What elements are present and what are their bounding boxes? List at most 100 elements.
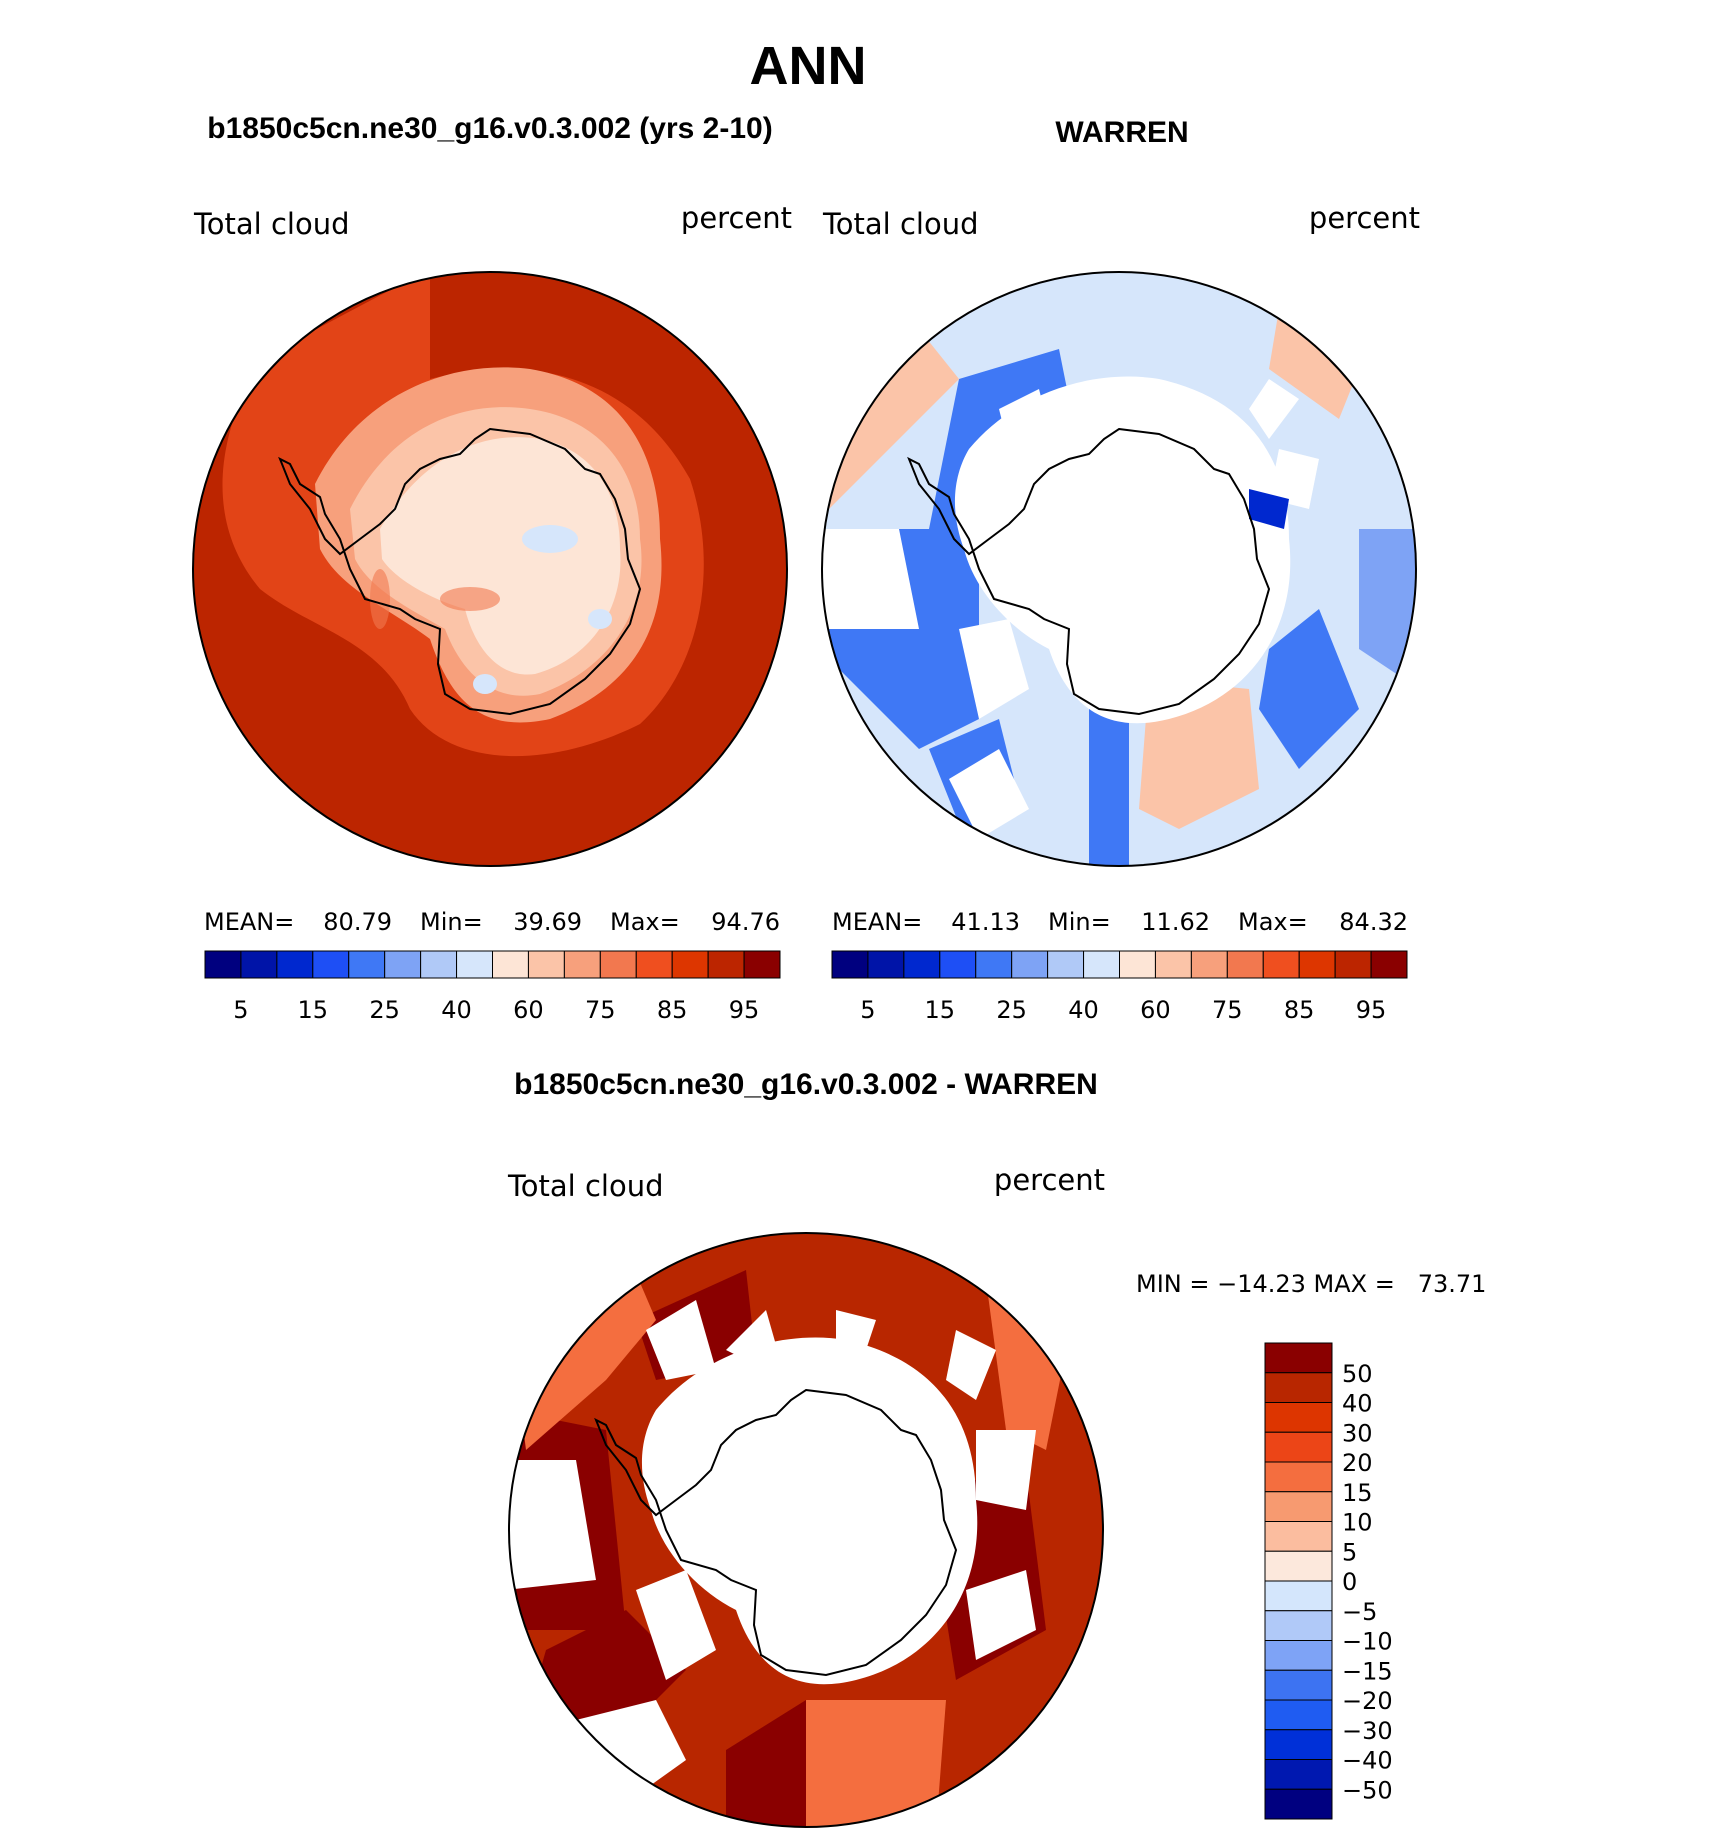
panel-diff-units-label: percent [994,1163,1105,1197]
panel-diff-colorbar-box [1264,1729,1333,1760]
panel-model-colorbar-box [635,950,673,979]
panel-diff-colorbar-box [1264,1431,1333,1463]
panel-obs-colorbar-box [1011,950,1049,979]
panel-model-colorbar-box [384,950,422,979]
panel-obs-map [822,272,1416,866]
panel-model-colorbar-box [204,950,242,979]
panel-diff-colorbar-tick-label: 10 [1342,1509,1373,1537]
panel-obs-colorbar-tick-label: 75 [1212,996,1243,1024]
panel-obs-colorbar-box [1154,950,1192,979]
panel-obs-colorbar-labels: 5 15 25 40 60 75 85 95 [860,996,1386,1024]
panel-model-colorbar-tick-label: 25 [369,996,400,1024]
panel-obs-mean-label: MEAN= [832,908,922,936]
panel-obs-min-value: 11.62 [1141,908,1210,936]
panel-model-colorbar-box [492,950,529,979]
panel-obs-colorbar-box [1047,950,1085,979]
panel-diff-colorbar-box [1264,1788,1333,1820]
panel-model-colorbar-box [276,950,314,979]
panel-diff-colorbar-box [1264,1610,1333,1641]
panel-diff-colorbar-tick-label: 5 [1342,1538,1357,1566]
panel-diff-colorbar-tick-label: −20 [1342,1687,1393,1715]
panel-obs-colorbar-tick-label: 85 [1284,996,1315,1024]
panel-diff-colorbar [1264,1342,1333,1820]
panel-model-colorbar-box [527,950,565,979]
panel-model-colorbar-box [312,950,350,979]
panel-obs-units-label: percent [1309,201,1420,235]
panel-diff-colorbar-tick-label: 15 [1342,1479,1373,1507]
panel-diff-colorbar-tick-label: −15 [1342,1657,1393,1685]
panel-model-colorbar-tick-label: 95 [729,996,760,1024]
panel-diff-colorbar-tick-label: 0 [1342,1568,1357,1596]
panel-diff-map [509,1233,1103,1827]
panel-model-max-label: Max= [610,908,680,936]
panel-diff-colorbar-tick-label: −10 [1342,1628,1393,1656]
panel-model-colorbar-box [743,950,781,979]
panel-model-colorbar-labels: 5 15 25 40 60 75 85 95 [233,996,759,1024]
panel-diff-colorbar-box [1264,1550,1333,1582]
panel-diff-colorbar-tick-label: 50 [1342,1360,1373,1388]
panel-obs-colorbar-box [1262,950,1300,979]
panel-diff-colorbar-box [1264,1759,1333,1790]
panel-obs-colorbar-box [1334,950,1372,979]
panel-model-colorbar [204,950,781,979]
panel-obs-colorbar-box [1226,950,1264,979]
panel-diff-title: b1850c5cn.ne30_g16.v0.3.002 - WARREN [514,1068,1098,1101]
panel-model-colorbar-box [563,950,601,979]
panel-obs-colorbar [831,950,1408,979]
panel-diff-colorbar-box [1264,1461,1333,1493]
panel-diff-colorbar-box [1264,1669,1333,1701]
panel-model-variable-label: Total cloud [193,207,349,241]
panel-diff-colorbar-box [1264,1342,1333,1374]
panel-obs-colorbar-tick-label: 25 [996,996,1027,1024]
panel-obs-colorbar-tick-label: 95 [1356,996,1387,1024]
panel-model: b1850c5cn.ne30_g16.v0.3.002 (yrs 2-10) T… [192,112,792,1024]
main-title: ANN [750,36,867,96]
panel-diff-colorbar-tick-label: −30 [1342,1717,1393,1745]
panel-obs-colorbar-box [1298,950,1336,979]
panel-model-map [193,272,787,866]
panel-model-colorbar-box [456,950,493,979]
panel-obs-mean-value: 41.13 [951,908,1020,936]
panel-obs-colorbar-box [903,950,941,979]
panel-model-colorbar-tick-label: 60 [513,996,544,1024]
panel-diff-minmax: MIN = −14.23 MAX = 73.71 [1136,1270,1486,1298]
panel-diff-colorbar-tick-label: 20 [1342,1449,1373,1477]
panel-obs-colorbar-tick-label: 60 [1140,996,1171,1024]
panel-model-colorbar-box [348,950,386,979]
panel-model-colorbar-box [240,950,278,979]
panel-obs-colorbar-tick-label: 5 [860,996,875,1024]
panel-obs-colorbar-box [867,950,905,979]
panel-diff-variable-label: Total cloud [507,1169,663,1203]
panel-model-min-value: 39.69 [513,908,582,936]
panel-obs-colorbar-box [1119,950,1156,979]
panel-model-mean-value: 80.79 [323,908,392,936]
panel-diff-colorbar-box [1264,1491,1333,1522]
panel-obs-colorbar-box [1370,950,1408,979]
panel-model-mean-label: MEAN= [204,908,294,936]
panel-obs-colorbar-box [975,950,1013,979]
panel-obs: WARREN Total cloud percent [821,116,1420,1024]
panel-diff-colorbar-tick-label: 40 [1342,1390,1373,1418]
panel-model-colorbar-tick-label: 5 [233,996,248,1024]
panel-model-colorbar-box [671,950,709,979]
panel-model-colorbar-box [707,950,745,979]
panel-diff-colorbar-box [1264,1640,1333,1671]
panel-obs-variable-label: Total cloud [822,207,978,241]
panel-model-min-label: Min= [420,908,483,936]
panel-diff-colorbar-tick-label: −50 [1342,1776,1393,1804]
panel-model-title: b1850c5cn.ne30_g16.v0.3.002 (yrs 2-10) [207,112,772,145]
panel-diff-colorbar-box [1264,1699,1333,1731]
panel-obs-colorbar-tick-label: 40 [1068,996,1099,1024]
panel-model-colorbar-tick-label: 40 [441,996,472,1024]
panel-model-colorbar-tick-label: 75 [585,996,616,1024]
panel-diff-colorbar-box [1264,1402,1333,1433]
panel-model-colorbar-tick-label: 15 [298,996,329,1024]
panel-obs-colorbar-tick-label: 15 [925,996,956,1024]
panel-model-max-value: 94.76 [711,908,780,936]
panel-model-colorbar-box [599,950,637,979]
panel-model-units-label: percent [681,201,792,235]
panel-diff-colorbar-tick-label: −40 [1342,1747,1393,1775]
panel-model-colorbar-tick-label: 85 [657,996,688,1024]
panel-diff: b1850c5cn.ne30_g16.v0.3.002 - WARREN Tot… [507,1068,1486,1828]
